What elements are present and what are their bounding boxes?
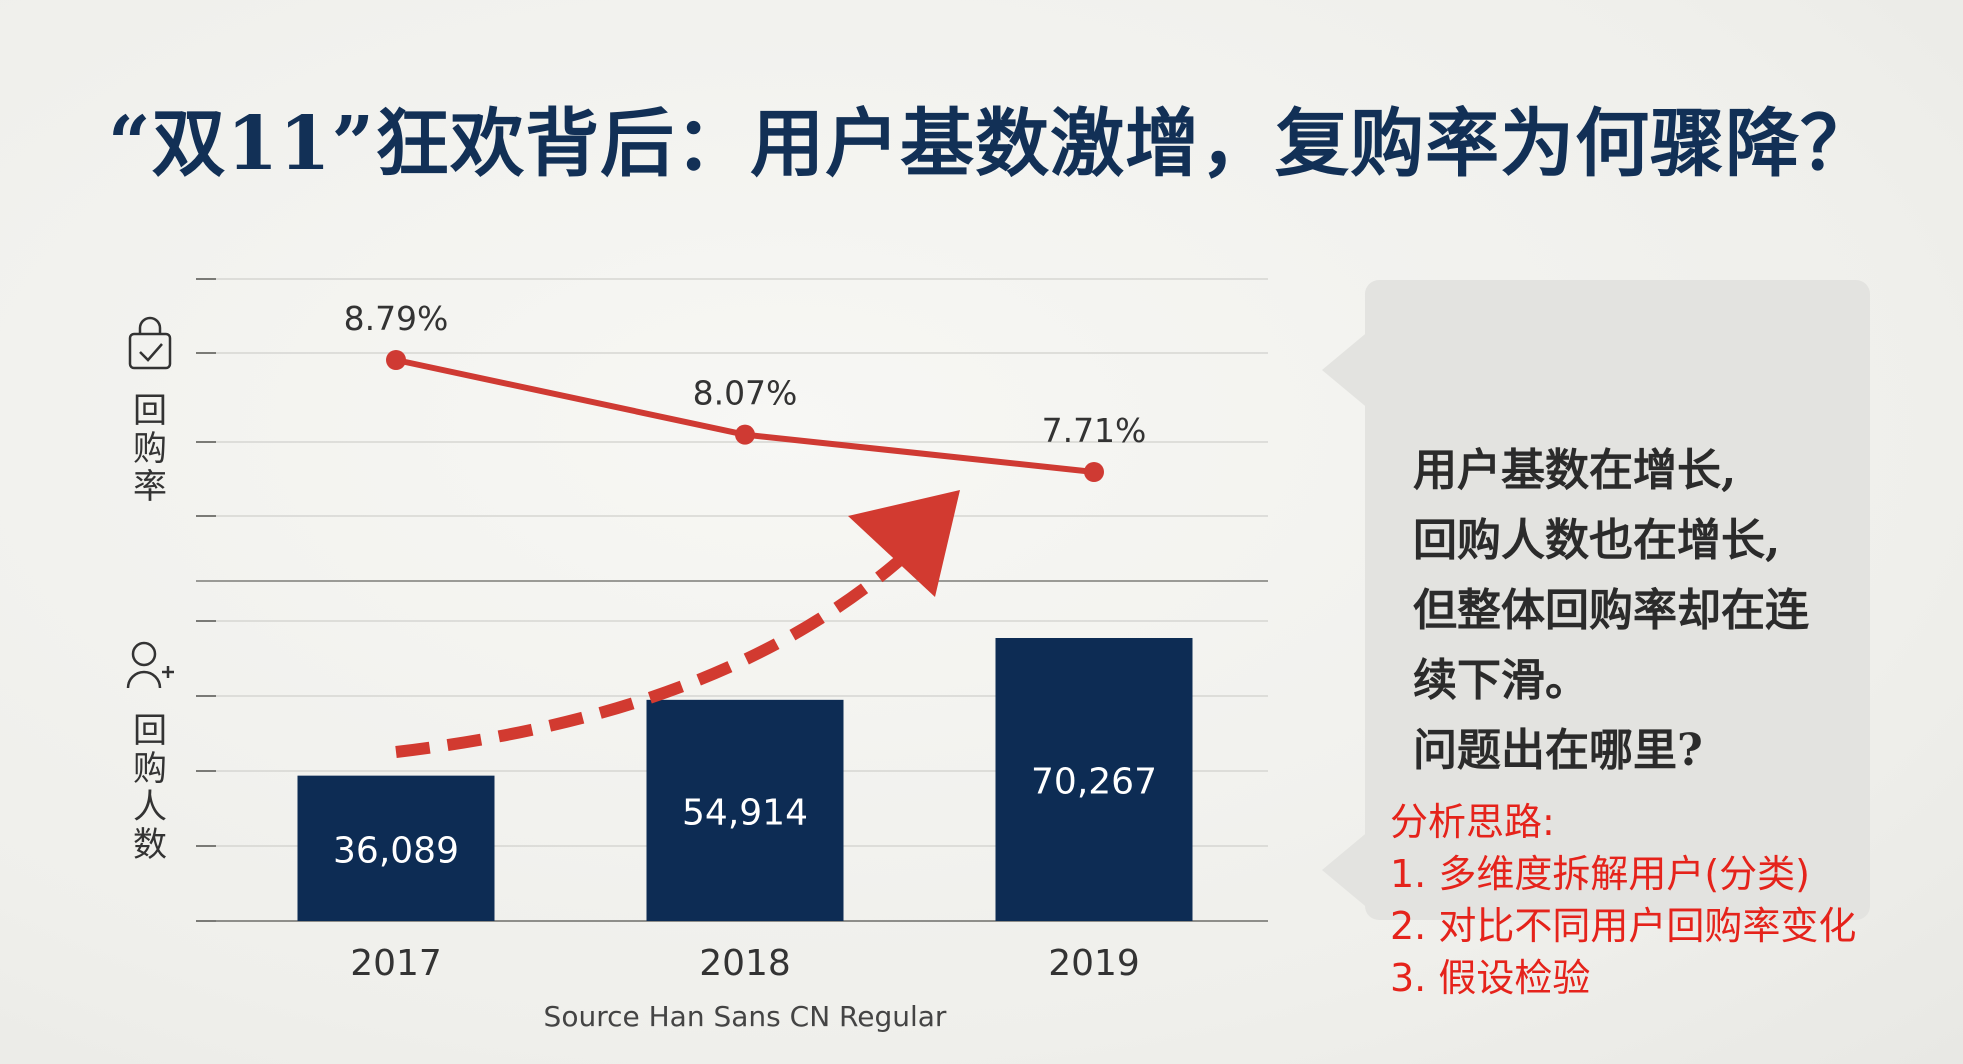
y-axis-label-count: 购 <box>133 749 167 789</box>
callout-line: 回购人数也在增长, <box>1413 515 1781 566</box>
callout-pointer-bottom <box>1322 830 1370 910</box>
bar <box>995 638 1193 921</box>
line-point <box>1084 462 1104 482</box>
callout-line: 用户基数在增长, <box>1413 445 1737 496</box>
analysis-step: 3. 假设检验 <box>1390 956 1591 1000</box>
callout-line: 续下滑。 <box>1413 655 1589 706</box>
y-axis-label-rate: 购 <box>133 429 167 469</box>
bar <box>646 699 844 921</box>
user-plus <box>162 666 174 678</box>
y-axis-label-count: 数 <box>133 825 167 865</box>
x-tick-label: 2018 <box>699 943 791 984</box>
analysis-notes: 分析思路: 1. 多维度拆解用户(分类) 2. 对比不同用户回购率变化 3. 假… <box>1390 796 1856 1004</box>
line-point <box>386 350 406 370</box>
line-value-label: 7.71% <box>1042 411 1147 450</box>
bag-handle <box>138 316 162 334</box>
callout-pointer-top <box>1322 330 1370 410</box>
analysis-step: 2. 对比不同用户回购率变化 <box>1390 904 1857 948</box>
y-axis-label-count: 回 <box>133 711 167 751</box>
analysis-step: 1. 多维度拆解用户(分类) <box>1390 852 1810 896</box>
source-note: Source Han Sans CN Regular <box>543 1000 947 1033</box>
shopping-bag-check-icon <box>128 316 172 370</box>
bar-value-label: 36,089 <box>333 830 459 871</box>
callout-text: 用户基数在增长, 回购人数也在增长, 但整体回购率却在连 续下滑。 问题出在哪里… <box>1413 436 1809 786</box>
analysis-heading: 分析思路: <box>1390 800 1555 844</box>
trend-arrow-head <box>848 490 960 597</box>
user-add-icon <box>126 641 174 689</box>
x-tick-label: 2019 <box>1048 943 1140 984</box>
bag-check <box>139 343 163 362</box>
slide-title: “双11”狂欢背后：用户基数激增，复购率为何骤降？ <box>108 101 1876 187</box>
bar-value-label: 54,914 <box>682 792 808 833</box>
bag-body <box>128 332 172 370</box>
callout-line: 问题出在哪里? <box>1413 725 1703 776</box>
x-tick-label: 2017 <box>350 943 442 984</box>
line-value-label: 8.07% <box>693 374 798 413</box>
bar <box>297 775 495 921</box>
y-axis-label-count: 人 <box>133 787 167 827</box>
callout-line: 但整体回购率却在连 <box>1413 585 1809 636</box>
y-axis-label-rate: 率 <box>133 467 167 507</box>
callout-box <box>1365 280 1870 920</box>
trend-arrow-path <box>395 555 904 758</box>
user-head <box>131 641 157 667</box>
user-body <box>126 670 162 689</box>
line-point <box>735 424 755 445</box>
bar-value-label: 70,267 <box>1031 762 1157 803</box>
y-axis-label-rate: 回 <box>133 391 167 431</box>
line-value-label: 8.79% <box>344 299 449 338</box>
